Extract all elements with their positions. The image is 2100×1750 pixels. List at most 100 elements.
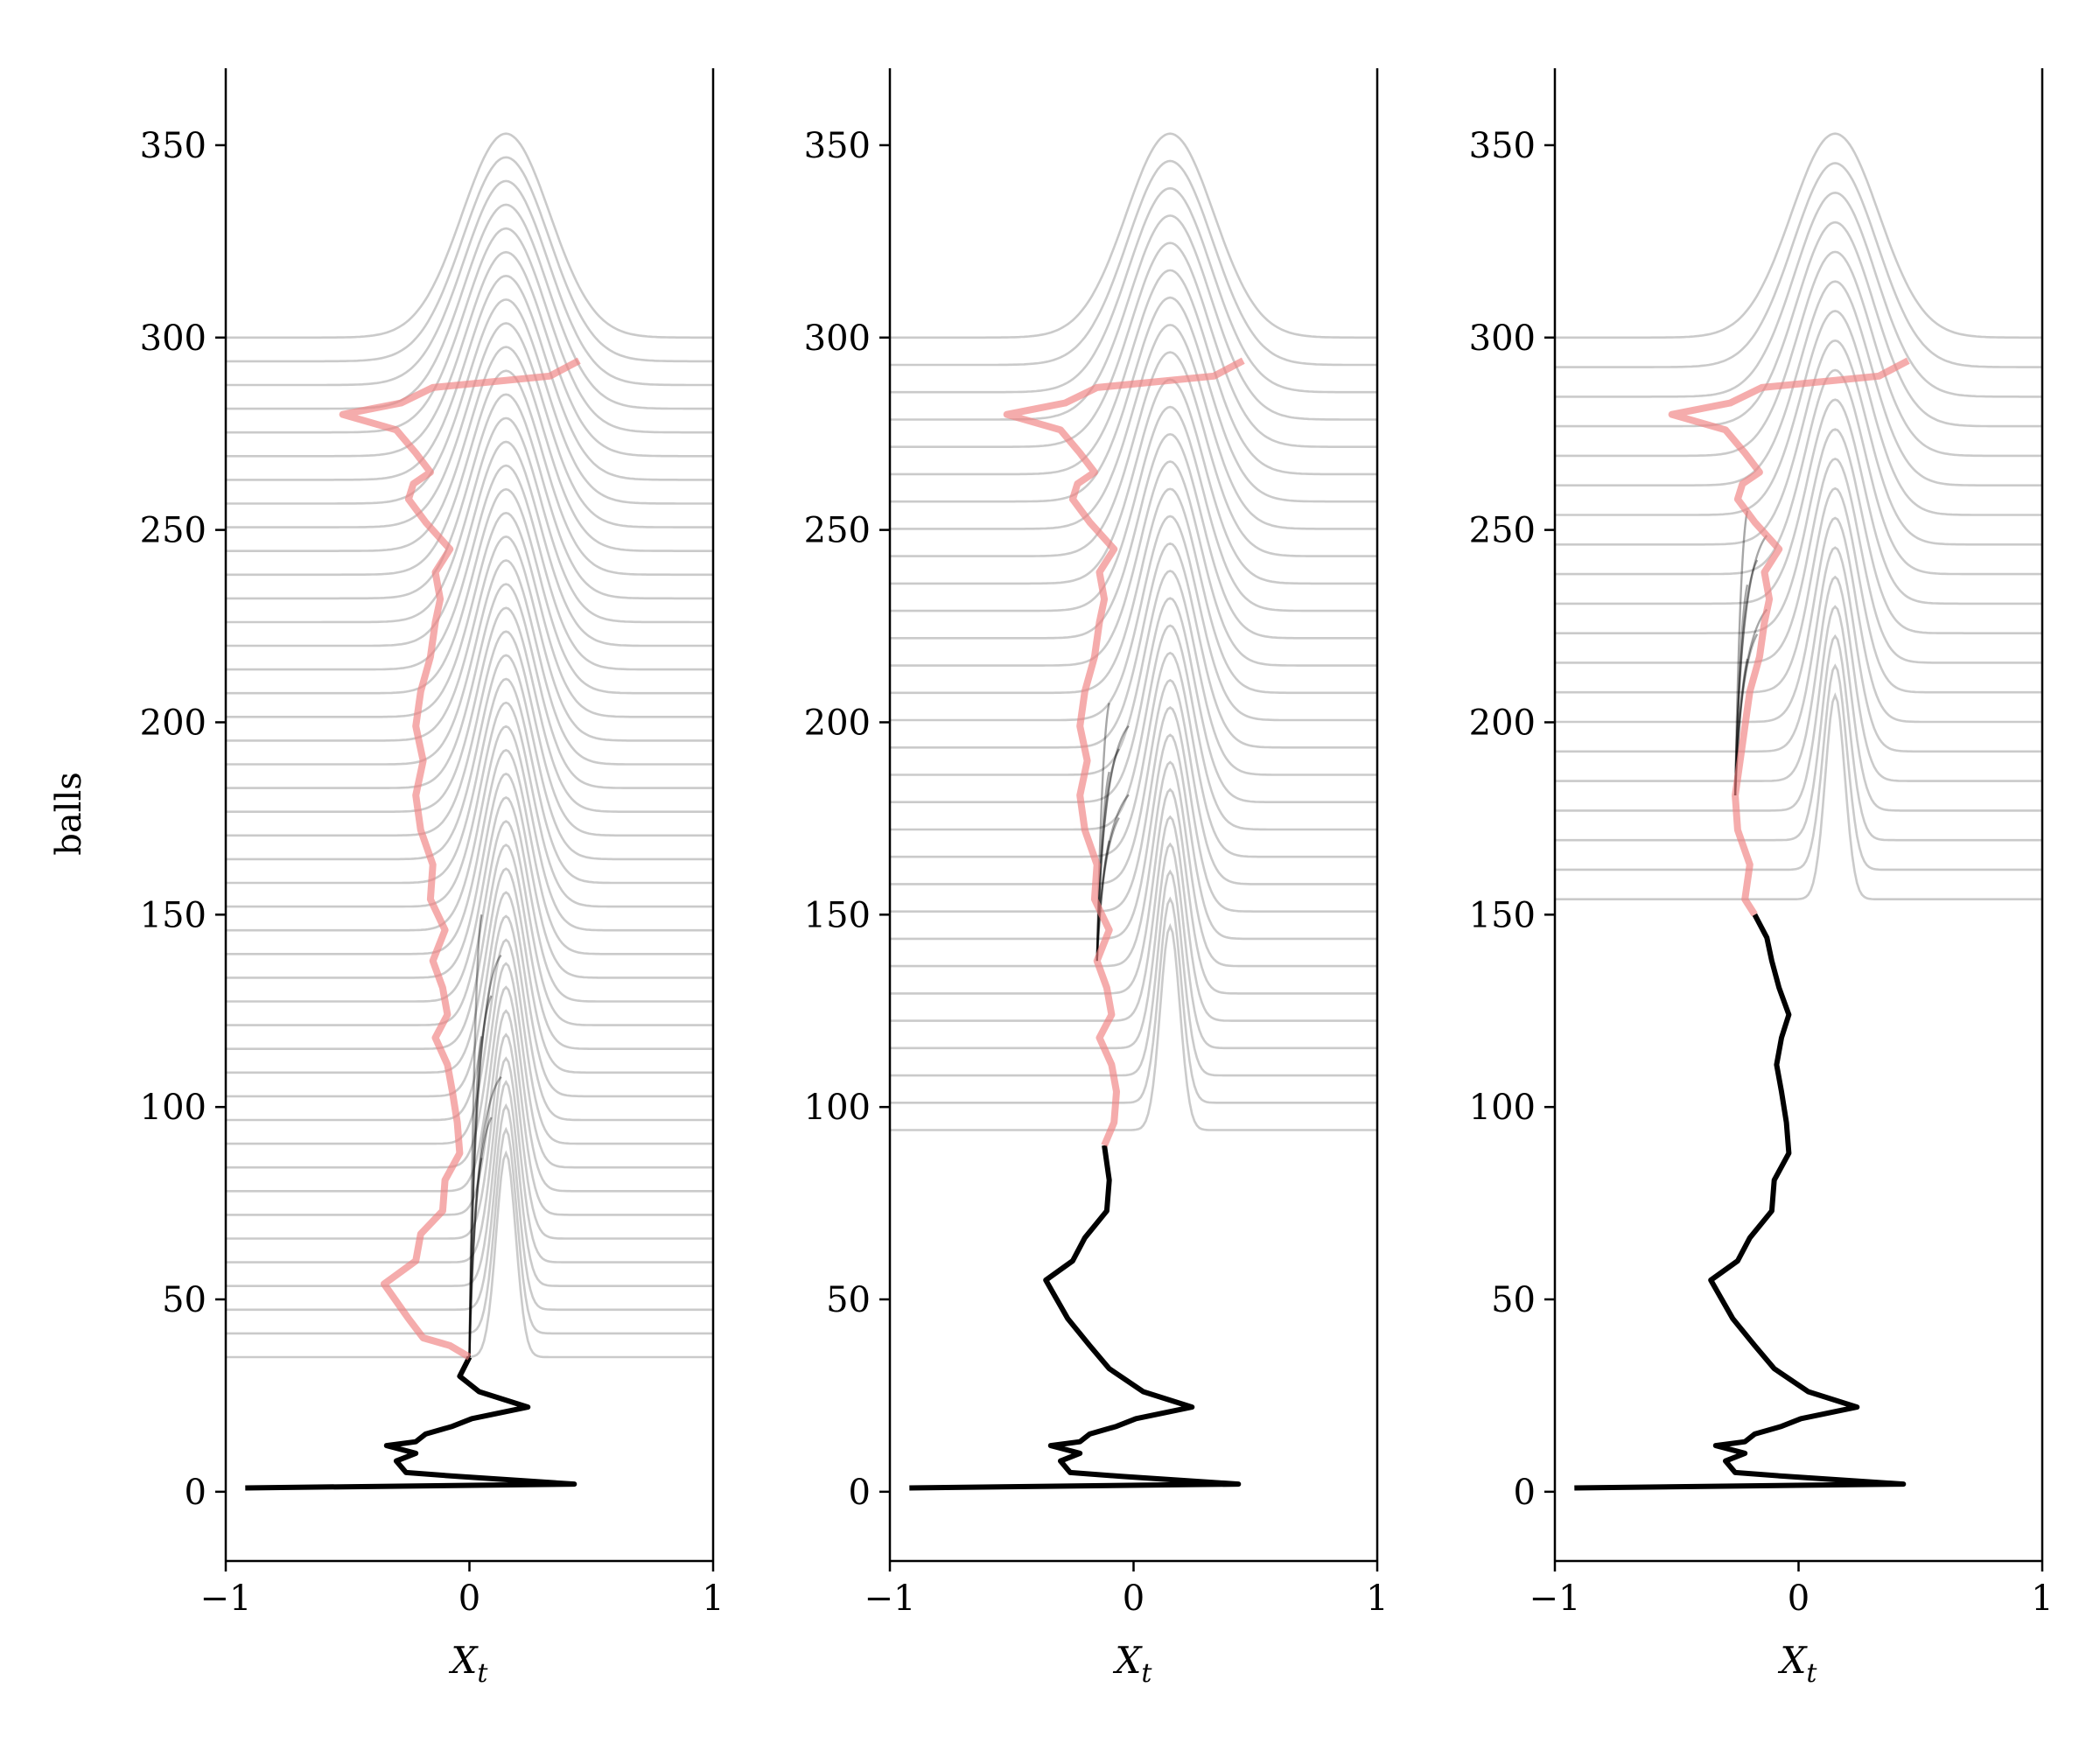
- density-curve: [226, 1032, 713, 1240]
- density-curve: [226, 440, 713, 648]
- density-curve: [890, 842, 1377, 1050]
- density-curve: [890, 460, 1377, 667]
- density-curve: [1555, 132, 2042, 340]
- plot-area: [226, 132, 713, 1491]
- density-curve: [890, 624, 1377, 831]
- density-curve: [1555, 486, 2042, 694]
- density-curve: [226, 583, 713, 789]
- density-curve: [226, 346, 713, 552]
- density-curve: [226, 867, 713, 1074]
- density-curve: [226, 1009, 713, 1216]
- density-curve: [226, 985, 713, 1193]
- y-tick-label: 50: [162, 1280, 206, 1320]
- y-tick-label: 350: [1469, 126, 1536, 166]
- density-curve: [1555, 220, 2042, 428]
- plot-area: [890, 132, 1377, 1491]
- forecast-fan-line: [1096, 748, 1120, 962]
- forecast-fan-line: [1096, 771, 1110, 962]
- density-curve: [890, 869, 1377, 1077]
- density-curve: [226, 298, 713, 505]
- density-curve: [1555, 575, 2042, 782]
- density-curve: [226, 844, 713, 1050]
- y-tick-label: 150: [140, 895, 206, 935]
- density-curve: [1555, 663, 2042, 872]
- y-axis-label: balls: [49, 772, 89, 856]
- density-curve: [890, 733, 1377, 941]
- x-tick-label: −1: [200, 1578, 252, 1619]
- density-curve: [890, 351, 1377, 557]
- density-curve: [226, 962, 713, 1169]
- density-curve: [226, 203, 713, 410]
- y-tick-label: 100: [804, 1088, 871, 1128]
- observed-path: [909, 1144, 1242, 1491]
- y-tick-label: 0: [1514, 1473, 1536, 1513]
- forecast-fan-line: [468, 1116, 493, 1358]
- y-tick-label: 200: [804, 703, 871, 743]
- density-curve: [226, 369, 713, 577]
- forecast-fan-line: [468, 995, 493, 1358]
- density-curve: [890, 706, 1377, 913]
- density-curve: [226, 701, 713, 908]
- density-curve: [226, 677, 713, 885]
- density-curve: [890, 651, 1377, 858]
- density-curve: [1555, 368, 2042, 576]
- y-tick-label: 250: [140, 511, 206, 551]
- x-axis-label-main: X: [449, 1639, 480, 1682]
- x-tick-label: −1: [864, 1578, 916, 1619]
- forecast-fan-line: [468, 914, 483, 1358]
- x-axis-label-main: X: [1778, 1639, 1809, 1682]
- density-curve: [890, 378, 1377, 585]
- predicted-path: [339, 357, 581, 1361]
- density-curve: [1555, 546, 2042, 753]
- density-curve: [890, 214, 1377, 421]
- density-curve: [1555, 692, 2042, 900]
- x-tick-label: 0: [1788, 1578, 1810, 1619]
- density-curve: [890, 788, 1377, 995]
- density-curve: [890, 405, 1377, 612]
- density-curve: [1555, 310, 2042, 516]
- density-curve: [226, 654, 713, 861]
- density-curve: [226, 606, 713, 813]
- density-curve: [226, 179, 713, 387]
- y-tick-label: 150: [804, 895, 871, 935]
- y-tick-label: 300: [804, 318, 871, 359]
- y-tick-label: 50: [1491, 1280, 1536, 1320]
- density-curve: [890, 132, 1377, 340]
- y-tick-label: 150: [1469, 895, 1536, 935]
- plot-area: [1555, 132, 2042, 1491]
- density-curve: [890, 815, 1377, 1022]
- y-tick-label: 200: [140, 703, 206, 743]
- density-curve: [226, 393, 713, 600]
- x-tick-label: 0: [458, 1578, 480, 1619]
- x-axis-label-subscript: t: [1141, 1658, 1152, 1689]
- forecast-fan-line: [1733, 559, 1759, 796]
- density-curve: [226, 772, 713, 979]
- x-axis-label-subscript: t: [1806, 1658, 1817, 1689]
- x-tick-label: 1: [702, 1578, 724, 1619]
- forecast-fan-line: [468, 1075, 502, 1358]
- density-curve: [226, 724, 713, 932]
- density-curve: [226, 820, 713, 1026]
- panel-1: 0 50 100 150 200 250 300 350 −1 0 1 Xt: [140, 68, 724, 1689]
- density-curve: [890, 542, 1377, 749]
- density-curve: [1555, 339, 2042, 546]
- density-curve: [226, 1102, 713, 1312]
- forecast-fan-line: [468, 954, 502, 1358]
- density-curve: [1555, 162, 2042, 368]
- x-axis-label: Xt: [1113, 1639, 1153, 1689]
- y-tick-label: 50: [826, 1280, 871, 1320]
- density-curve: [226, 796, 713, 1003]
- density-curve: [226, 132, 713, 340]
- density-curve: [1555, 516, 2042, 724]
- density-curve: [226, 274, 713, 481]
- density-curve: [226, 1080, 713, 1287]
- density-curve: [890, 242, 1377, 448]
- y-tick-label: 250: [1469, 511, 1536, 551]
- density-curve: [890, 296, 1377, 503]
- density-curve: [226, 748, 713, 956]
- density-curve: [226, 630, 713, 837]
- density-curve: [890, 896, 1377, 1104]
- forecast-fan-line: [1096, 840, 1110, 962]
- panel-2: 0 50 100 150 200 250 300 350 −1 0 1 Xt: [804, 68, 1389, 1689]
- density-curve: [890, 570, 1377, 776]
